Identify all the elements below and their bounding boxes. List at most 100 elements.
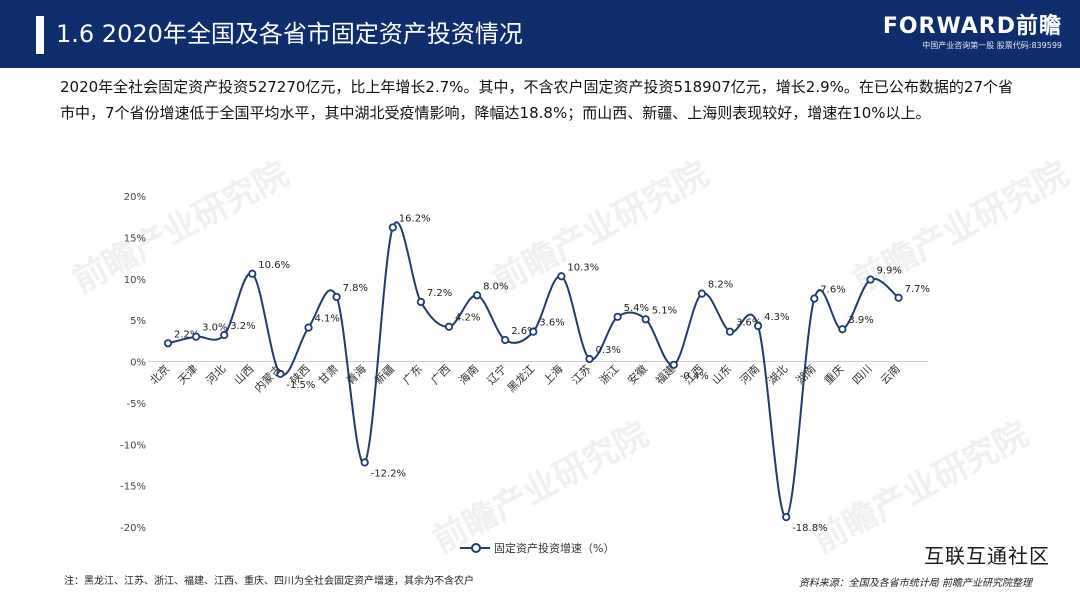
data-label: 3.0% [202,323,227,334]
data-point [529,327,538,336]
y-tick-label: 5% [130,316,146,327]
category-label: 甘肃 [316,362,341,387]
data-label: -0.4% [680,371,709,382]
category-label: 山西 [232,362,257,387]
data-point [163,339,173,348]
y-tick-label: -15% [120,482,146,493]
category-label: 广东 [400,362,425,387]
data-point [669,360,678,369]
category-label: 江苏 [569,362,594,387]
y-tick-label: -5% [127,399,146,410]
data-point [697,289,707,298]
data-point [220,330,229,340]
data-label: 8.2% [708,280,733,291]
data-label: 10.3% [567,262,599,273]
wechat-watermark: 互联互通社区 [924,544,1050,568]
data-label: 3.6% [539,318,564,329]
category-label: 湖北 [766,362,791,387]
y-tick-label: 10% [124,275,146,286]
header-accent-bar [36,16,44,54]
category-label: 山东 [709,362,734,387]
data-label: 3.2% [230,321,255,332]
data-point [810,294,819,303]
category-label: 黑龙江 [505,362,538,395]
data-label: 7.8% [343,283,368,294]
legend-line-marker [460,543,490,553]
y-tick-label: 15% [124,233,146,244]
data-point [753,321,763,331]
category-label: 辽宁 [484,362,509,387]
data-point [641,315,650,324]
category-label: 内蒙古 [251,362,284,395]
data-label: 9.9% [877,266,902,277]
category-label: 安徽 [624,362,649,387]
logo-tagline: 中国产业咨询第一股 股票代码:839599 [922,41,1062,50]
data-label: 16.2% [399,213,431,224]
category-label: 天津 [175,362,200,387]
category-label: 重庆 [821,362,846,387]
data-point [332,292,341,302]
data-label: 7.2% [427,288,452,299]
data-label: 5.1% [652,305,677,316]
data-point [557,272,566,281]
data-point [894,293,903,302]
data-label: 4.3% [764,312,789,323]
header-banner: 1.6 2020年全国及各省市固定资产投资情况 FORWARD前瞻 中国产业咨询… [0,0,1080,68]
data-point [725,327,735,336]
y-tick-label: -10% [120,440,146,451]
category-label: 湖南 [794,362,819,387]
data-label: 0.3% [596,345,621,356]
data-point [276,369,285,379]
legend-label: 固定资产投资增速（%） [494,542,615,555]
page-title: 1.6 2020年全国及各省市固定资产投资情况 [56,20,523,48]
data-label: 3.6% [736,318,761,329]
data-label: -1.5% [286,380,315,391]
footnote: 注：黑龙江、江苏、浙江、福建、江西、重庆、四川为全社会固定资产增速，其余为不含农… [64,576,474,587]
data-label: 8.0% [483,281,508,292]
data-point [782,512,791,522]
data-point [388,223,397,232]
data-point [192,332,201,341]
intro-paragraph: 2020年全社会固定资产投资527270亿元，比上年增长2.7%。其中，不含农户… [60,78,1014,122]
category-label: 广西 [428,362,453,387]
category-label: 四川 [850,362,875,387]
logo-wordmark: FORWARD前瞻 [882,14,1062,39]
data-label: 5.4% [624,303,649,314]
data-label: 7.7% [905,284,930,295]
data-label: 2.2% [174,329,199,340]
category-label: 浙江 [597,362,622,387]
category-label: 北京 [147,362,172,387]
source-note: 资料来源：全国及各省市统计局 前瞻产业研究院整理 [798,578,1032,589]
data-point [838,325,847,334]
data-label: -18.8% [792,523,827,534]
category-label: 云南 [878,362,903,387]
data-point [248,269,257,278]
data-label: 10.6% [258,260,290,271]
forward-logo: FORWARD前瞻 中国产业咨询第一股 股票代码:839599 [883,14,1062,52]
data-point [472,291,482,300]
category-label: 河北 [204,362,229,387]
y-tick-label: 0% [130,358,146,369]
data-label: 3.9% [848,315,873,326]
data-point [416,297,425,307]
growth-line-chart: 20% 15% 10% 5% 0% -5% -10% -15% -20% 2.2% 北京 3.0% 天津… [120,192,930,534]
category-label: 河南 [737,362,762,387]
data-label: -12.2% [371,468,406,479]
data-label: 7.6% [820,285,845,296]
data-point [613,312,622,321]
category-label: 江西 [681,362,706,387]
category-label: 上海 [540,362,565,387]
data-point [501,335,510,345]
data-point [360,458,369,467]
data-point [866,275,875,284]
chart-legend: 固定资产投资增速（%） [460,540,614,556]
category-label: 海南 [456,362,481,387]
data-point [585,354,594,364]
data-label: 4.2% [455,313,480,324]
data-point [444,322,454,331]
data-label: 2.6% [511,326,536,337]
data-point [304,323,313,332]
y-tick-label: 20% [124,192,146,203]
y-tick-label: -20% [120,523,146,534]
data-label: 4.1% [315,314,340,325]
